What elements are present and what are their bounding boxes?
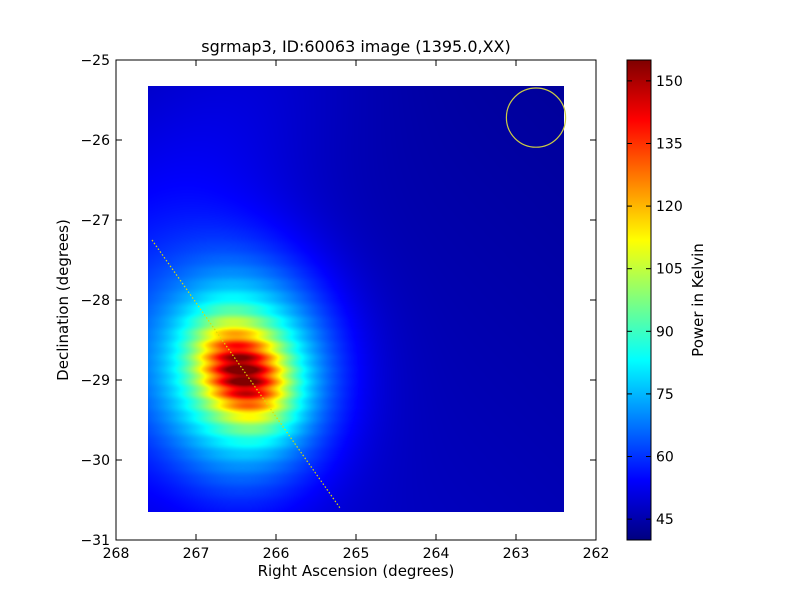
- x-axis-ticks: 268 267 266 265 264 263 262: [103, 60, 610, 562]
- colorbar-gradient: [627, 60, 651, 540]
- colorbar-frame: [626, 59, 652, 541]
- colorbar-tick-label: 105: [656, 262, 683, 278]
- y-tick-label: −30: [80, 453, 110, 469]
- x-tick-label: 265: [343, 546, 370, 562]
- heatmap-image: [148, 86, 564, 512]
- colorbar: 45 60 75 90 105 120 135 150 Power in Kelvin: [626, 59, 707, 541]
- plot-area: 268 267 266 265 264 263 262 −31 −30 −29 −28 −27 −26…: [80, 53, 609, 562]
- y-axis-ticks: −31 −30 −29 −28 −27 −26 −25: [80, 53, 596, 549]
- y-tick-label: −29: [80, 373, 110, 389]
- beam-circle: [505, 87, 567, 148]
- colorbar-tick-label: 150: [656, 74, 683, 90]
- x-tick-label: 268: [103, 546, 130, 562]
- x-tick-label: 264: [423, 546, 450, 562]
- x-tick-label: 262: [583, 546, 610, 562]
- x-tick-label: 266: [263, 546, 290, 562]
- x-tick-label: 263: [503, 546, 530, 562]
- y-tick-label: −31: [80, 533, 110, 549]
- colorbar-tick-label: 45: [656, 512, 674, 528]
- y-axis-label: Declination (degrees): [54, 219, 72, 381]
- x-axis-label: Right Ascension (degrees): [258, 562, 455, 580]
- colorbar-label: Power in Kelvin: [689, 243, 707, 357]
- y-tick-label: −25: [80, 53, 110, 69]
- colorbar-tick-label: 75: [656, 387, 674, 403]
- chart-title: sgrmap3, ID:60063 image (1395.0,XX): [201, 37, 511, 56]
- colorbar-tick-label: 135: [656, 136, 683, 152]
- y-tick-label: −27: [80, 213, 110, 229]
- colorbar-tick-label: 90: [656, 324, 674, 340]
- y-tick-label: −28: [80, 293, 110, 309]
- y-tick-label: −26: [80, 133, 110, 149]
- colorbar-tick-label: 120: [656, 199, 683, 215]
- colorbar-ticks: 45 60 75 90 105 120 135 150: [627, 74, 683, 528]
- x-tick-label: 267: [183, 546, 210, 562]
- colorbar-tick-label: 60: [656, 450, 674, 466]
